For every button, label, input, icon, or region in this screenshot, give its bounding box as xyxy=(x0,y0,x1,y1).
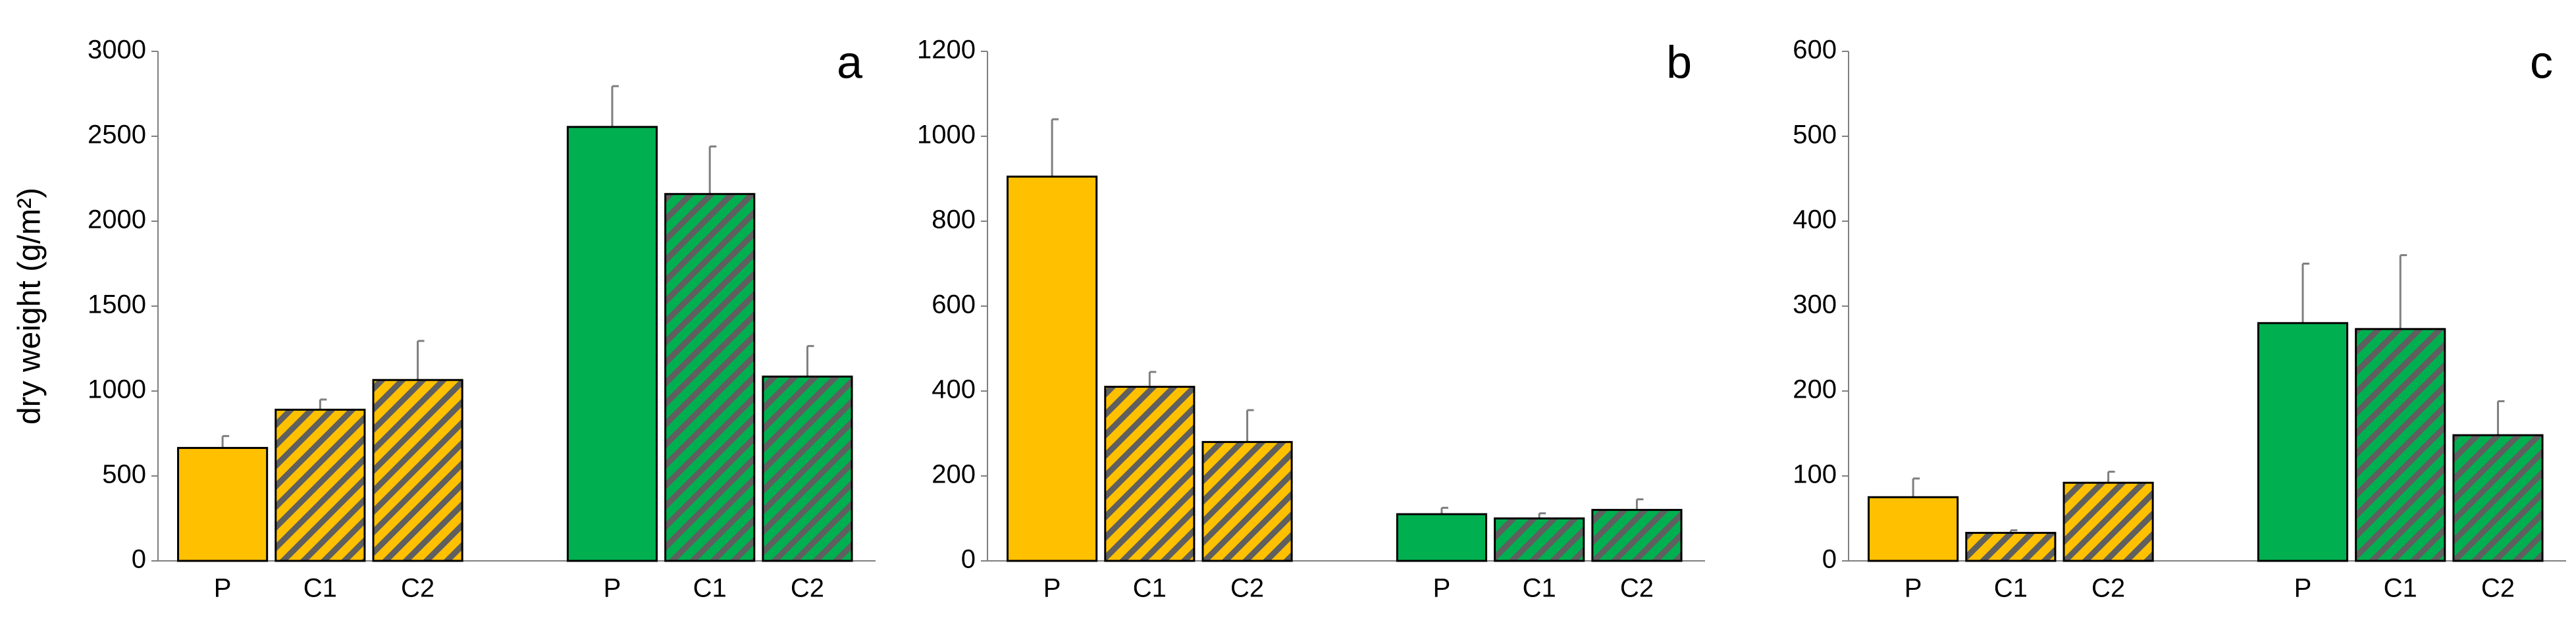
y-tick-label: 3000 xyxy=(88,36,146,65)
x-tick-label: P xyxy=(1433,574,1451,603)
x-tick-label: C2 xyxy=(2481,574,2515,603)
y-axis-label: dry weight (g/m²) xyxy=(13,188,47,425)
bar xyxy=(1104,386,1196,562)
y-tick-label: 1000 xyxy=(88,375,146,404)
bar xyxy=(275,408,366,562)
y-tick-label: 2500 xyxy=(88,120,146,149)
bar xyxy=(1965,531,2057,562)
x-tick-label: C1 xyxy=(303,574,337,603)
bar xyxy=(566,126,658,562)
bar xyxy=(372,379,463,562)
y-tick-label: 100 xyxy=(1793,460,1837,489)
bar xyxy=(2257,322,2349,562)
x-tick-label: P xyxy=(604,574,621,603)
bar xyxy=(2452,434,2544,562)
y-tick-label: 500 xyxy=(1793,120,1837,149)
bar xyxy=(1591,509,1683,562)
x-tick-label: C2 xyxy=(791,574,824,603)
bar xyxy=(664,193,756,562)
bar xyxy=(1007,175,1098,562)
y-tick-label: 200 xyxy=(1793,375,1837,404)
x-tick-label: C2 xyxy=(401,574,434,603)
bar xyxy=(1494,517,1585,562)
panel-label: c xyxy=(2530,36,2553,88)
y-tick-label: 300 xyxy=(1793,290,1837,319)
x-tick-label: C1 xyxy=(1133,574,1167,603)
y-tick-label: 1500 xyxy=(88,290,146,319)
y-tick-label: 800 xyxy=(932,205,976,234)
x-tick-label: P xyxy=(2294,574,2312,603)
y-tick-label: 400 xyxy=(1793,205,1837,234)
y-tick-label: 600 xyxy=(1793,36,1837,65)
bar xyxy=(1868,496,1959,562)
y-tick-label: 1000 xyxy=(917,120,976,149)
y-tick-label: 200 xyxy=(932,460,976,489)
x-tick-label: C2 xyxy=(1620,574,1654,603)
y-tick-label: 0 xyxy=(132,545,146,574)
y-tick-label: 1200 xyxy=(917,36,976,65)
x-tick-label: P xyxy=(1905,574,1922,603)
x-tick-label: P xyxy=(1043,574,1061,603)
y-tick-label: 600 xyxy=(932,290,976,319)
bar xyxy=(2355,328,2446,562)
x-tick-label: C2 xyxy=(2091,574,2125,603)
y-tick-label: 0 xyxy=(961,545,976,574)
x-tick-label: P xyxy=(214,574,232,603)
panel-label: b xyxy=(1666,36,1692,88)
x-tick-label: C1 xyxy=(693,574,727,603)
y-tick-label: 500 xyxy=(102,460,146,489)
bar xyxy=(762,375,853,562)
bar xyxy=(1396,513,1488,562)
x-tick-label: C2 xyxy=(1230,574,1264,603)
x-tick-label: C1 xyxy=(1994,574,2028,603)
bar xyxy=(2063,481,2154,562)
panel-label: a xyxy=(837,36,862,88)
bar xyxy=(177,446,269,562)
bar xyxy=(1201,440,1293,562)
x-tick-label: C1 xyxy=(1523,574,1556,603)
y-tick-label: 400 xyxy=(932,375,976,404)
x-tick-label: C1 xyxy=(2384,574,2417,603)
y-tick-label: 0 xyxy=(1822,545,1837,574)
y-tick-label: 2000 xyxy=(88,205,146,234)
